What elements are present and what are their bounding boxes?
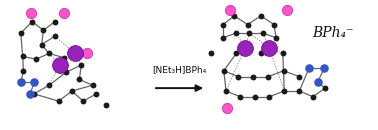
- Point: [18, 81, 24, 83]
- Point: [27, 93, 33, 95]
- Point: [221, 70, 227, 72]
- Point: [57, 64, 63, 66]
- Point: [52, 21, 58, 23]
- Point: [260, 32, 266, 34]
- Point: [56, 100, 62, 102]
- Point: [29, 21, 35, 23]
- Point: [80, 100, 86, 102]
- Point: [227, 9, 233, 11]
- Point: [310, 96, 316, 98]
- Point: [223, 90, 229, 92]
- Point: [306, 67, 312, 69]
- Point: [52, 35, 58, 37]
- Point: [281, 90, 287, 92]
- Point: [72, 52, 78, 54]
- Point: [18, 32, 24, 34]
- Point: [242, 47, 248, 49]
- Point: [39, 44, 45, 46]
- Point: [28, 12, 34, 14]
- Point: [258, 52, 264, 54]
- Point: [280, 70, 287, 72]
- Point: [280, 52, 286, 54]
- Point: [93, 93, 99, 95]
- Point: [90, 84, 96, 86]
- Point: [208, 52, 214, 54]
- Point: [314, 81, 321, 83]
- Point: [233, 32, 239, 34]
- Point: [258, 15, 264, 17]
- Point: [237, 96, 243, 98]
- Point: [321, 67, 327, 69]
- Text: [NEt₃H]BPh₄: [NEt₃H]BPh₄: [152, 65, 207, 74]
- Point: [273, 37, 279, 39]
- Point: [235, 76, 241, 78]
- Point: [46, 84, 52, 86]
- Point: [84, 52, 90, 54]
- Point: [31, 81, 37, 83]
- Point: [220, 37, 226, 39]
- Text: BPh₄⁻: BPh₄⁻: [312, 26, 353, 40]
- Point: [252, 96, 258, 98]
- Point: [322, 87, 328, 89]
- Point: [265, 76, 271, 78]
- Point: [78, 64, 84, 66]
- Point: [31, 93, 37, 95]
- Point: [103, 104, 109, 106]
- Point: [20, 55, 26, 57]
- Point: [40, 29, 46, 31]
- Point: [266, 96, 272, 98]
- Point: [220, 24, 226, 26]
- Point: [233, 52, 239, 54]
- Point: [231, 15, 237, 17]
- Point: [296, 76, 302, 78]
- Point: [63, 71, 69, 73]
- Point: [224, 107, 230, 109]
- Point: [249, 76, 256, 78]
- Point: [20, 70, 26, 72]
- Point: [296, 90, 302, 92]
- Point: [266, 47, 272, 49]
- Point: [271, 24, 277, 26]
- Point: [76, 78, 82, 80]
- Point: [284, 9, 290, 11]
- Point: [69, 90, 75, 92]
- Point: [245, 24, 251, 26]
- Point: [60, 12, 67, 14]
- Point: [61, 57, 67, 59]
- Point: [46, 52, 52, 54]
- Point: [246, 32, 253, 34]
- Point: [33, 58, 39, 60]
